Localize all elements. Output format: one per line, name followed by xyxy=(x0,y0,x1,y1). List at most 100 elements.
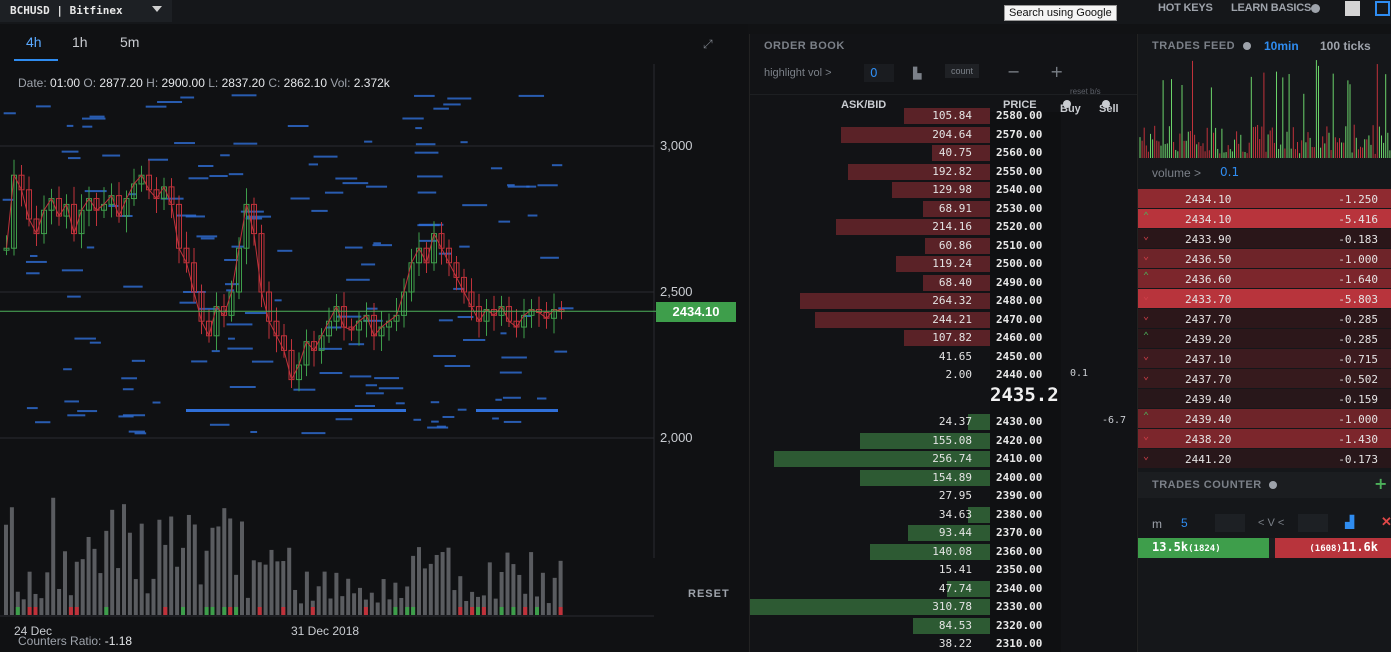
trade-row[interactable]: ⌃ 2439.20 -0.285 xyxy=(1138,329,1391,349)
trade-row[interactable]: ⌄ 2437.70 -0.502 xyxy=(1138,369,1391,389)
trade-row[interactable]: ⌄ 2437.10 -0.715 xyxy=(1138,349,1391,369)
order-volume: 264.32 xyxy=(932,294,972,307)
volume-filter-input[interactable]: 0.1 xyxy=(1220,165,1240,179)
order-level-mark xyxy=(363,319,383,322)
bid-row[interactable]: 155.08 2420.00 xyxy=(750,432,1137,450)
learn-basics-link[interactable]: LEARN BASICS xyxy=(1231,2,1312,14)
trade-row[interactable]: ⌃ 2439.40 -1.000 xyxy=(1138,409,1391,429)
reset-buy-sell-button[interactable]: reset b/s xyxy=(1070,87,1101,96)
bid-row[interactable]: 140.08 2360.00 xyxy=(750,543,1137,561)
ask-row[interactable]: 68.40 2490.00 xyxy=(750,274,1137,292)
candlestick-chart[interactable] xyxy=(0,24,748,652)
add-counter-button[interactable]: + xyxy=(1374,474,1388,493)
trade-row[interactable]: 2434.10 -1.250 xyxy=(1138,189,1391,209)
trades-volume-histogram xyxy=(1139,60,1391,158)
volume-label: Vol: xyxy=(330,76,351,90)
ask-row[interactable]: 129.98 2540.00 xyxy=(750,181,1137,199)
min-volume-input[interactable] xyxy=(1215,514,1245,532)
bid-row[interactable]: 93.44 2370.00 xyxy=(750,524,1137,542)
order-level-mark xyxy=(492,417,499,420)
date-value: 01:00 xyxy=(50,76,81,90)
tab-100-ticks[interactable]: 100 ticks xyxy=(1320,39,1371,53)
order-level-mark xyxy=(503,420,522,423)
trade-price: 2434.10 xyxy=(1185,213,1232,226)
x-axis-label: 31 Dec 2018 xyxy=(291,624,360,638)
ask-row[interactable]: 68.91 2530.00 xyxy=(750,200,1137,218)
info-icon[interactable] xyxy=(1102,100,1110,108)
expand-icon[interactable]: ⤢ xyxy=(703,37,713,51)
order-level-mark xyxy=(122,388,134,391)
order-level-mark xyxy=(67,295,81,298)
close-icon[interactable]: ✕ xyxy=(1381,514,1391,529)
trade-row[interactable]: ⌄ 2438.20 -1.430 xyxy=(1138,429,1391,449)
bid-row[interactable]: 310.78 2330.00 xyxy=(750,598,1137,616)
ask-row[interactable]: 204.64 2570.00 xyxy=(750,126,1137,144)
trade-row[interactable]: ⌄ 2433.70 -5.803 xyxy=(1138,289,1391,309)
trade-row[interactable]: ⌄ 2437.70 -0.285 xyxy=(1138,309,1391,329)
bid-row[interactable]: 84.53 2320.00 xyxy=(750,617,1137,635)
order-price: 2530.00 xyxy=(996,201,1043,215)
trade-row[interactable]: ⌄ 2441.20 -0.173 xyxy=(1138,449,1391,469)
bid-row[interactable]: 24.37 2430.00 -6.7 xyxy=(750,413,1137,431)
hotkeys-link[interactable]: HOT KEYS xyxy=(1158,2,1213,14)
order-price: 2570.00 xyxy=(996,127,1043,141)
highlight-volume-input[interactable]: 0 xyxy=(864,64,894,82)
bid-row[interactable]: 34.63 2380.00 xyxy=(750,506,1137,524)
ask-row[interactable]: 264.32 2480.00 xyxy=(750,292,1137,310)
reset-button[interactable]: RESET xyxy=(688,588,730,600)
order-level-mark xyxy=(231,94,257,97)
info-icon[interactable] xyxy=(1243,42,1251,50)
ask-row[interactable]: 119.24 2500.00 xyxy=(750,255,1137,273)
ask-row[interactable]: 41.65 2450.00 xyxy=(750,348,1137,366)
play-icon[interactable] xyxy=(1311,4,1320,13)
order-level-mark xyxy=(251,360,274,363)
tab-10min[interactable]: 10min xyxy=(1264,39,1299,53)
minutes-input[interactable]: 5 xyxy=(1178,514,1206,532)
theme-toggle-button[interactable] xyxy=(1345,1,1360,16)
bid-row[interactable]: 47.74 2340.00 xyxy=(750,580,1137,598)
volume-bar xyxy=(546,603,551,615)
volume-marker xyxy=(411,607,416,615)
depth-chart-icon[interactable]: ▙ xyxy=(913,67,922,80)
increase-precision-button[interactable]: + xyxy=(1050,62,1064,81)
trade-row[interactable]: ⌄ 2433.90 -0.183 xyxy=(1138,229,1391,249)
trade-price: 2436.50 xyxy=(1185,253,1232,266)
ask-row[interactable]: 107.82 2460.00 xyxy=(750,329,1137,347)
info-icon[interactable] xyxy=(1063,100,1071,108)
trade-row[interactable]: ⌃ 2436.60 -1.640 xyxy=(1138,269,1391,289)
volume-bar xyxy=(476,596,480,615)
bid-row[interactable]: 256.74 2410.00 xyxy=(750,450,1137,468)
ask-row[interactable]: 192.82 2550.00 xyxy=(750,163,1137,181)
ask-row[interactable]: 214.16 2520.00 xyxy=(750,218,1137,236)
buy-count: (1824) xyxy=(1188,544,1221,554)
ask-row[interactable]: 105.84 2580.00 xyxy=(750,107,1137,125)
decrease-precision-button[interactable]: − xyxy=(1007,62,1021,81)
layout-toggle-button[interactable] xyxy=(1375,1,1390,16)
order-level-mark xyxy=(551,164,563,167)
bid-row[interactable]: 38.22 2310.00 xyxy=(750,635,1137,652)
volume-marker xyxy=(281,607,286,615)
ask-row[interactable]: 60.86 2510.00 xyxy=(750,237,1137,255)
depth-bar xyxy=(947,580,990,597)
timeframe-tab-4h[interactable]: 4h xyxy=(26,34,42,50)
bid-row[interactable]: 27.95 2390.00 xyxy=(750,487,1137,505)
timeframe-tab-1h[interactable]: 1h xyxy=(72,34,88,50)
trade-row[interactable]: ⌄ 2436.50 -1.000 xyxy=(1138,249,1391,269)
trade-row[interactable]: 2439.40 -0.159 xyxy=(1138,389,1391,409)
order-book-title: ORDER BOOK xyxy=(764,40,845,52)
depth-bar xyxy=(892,182,990,198)
ask-row[interactable]: 40.75 2560.00 xyxy=(750,144,1137,162)
max-volume-input[interactable] xyxy=(1298,514,1328,532)
order-level-mark xyxy=(228,173,244,176)
order-volume: 84.53 xyxy=(938,618,972,632)
timeframe-tab-5m[interactable]: 5m xyxy=(120,34,140,50)
trade-row[interactable]: ⌃ 2434.10 -5.416 xyxy=(1138,209,1391,229)
info-icon[interactable] xyxy=(1269,481,1277,489)
count-toggle-button[interactable]: count xyxy=(945,64,980,78)
chart-icon[interactable]: ▟ xyxy=(1345,515,1355,529)
bid-row[interactable]: 15.41 2350.00 xyxy=(750,561,1137,579)
ask-row[interactable]: 244.21 2470.00 xyxy=(750,311,1137,329)
bid-row[interactable]: 154.89 2400.00 xyxy=(750,469,1137,487)
ask-row[interactable]: 2.00 2440.00 0.1 xyxy=(750,366,1137,384)
symbol-selector[interactable]: BCHUSD | Bitfinex xyxy=(0,0,172,22)
